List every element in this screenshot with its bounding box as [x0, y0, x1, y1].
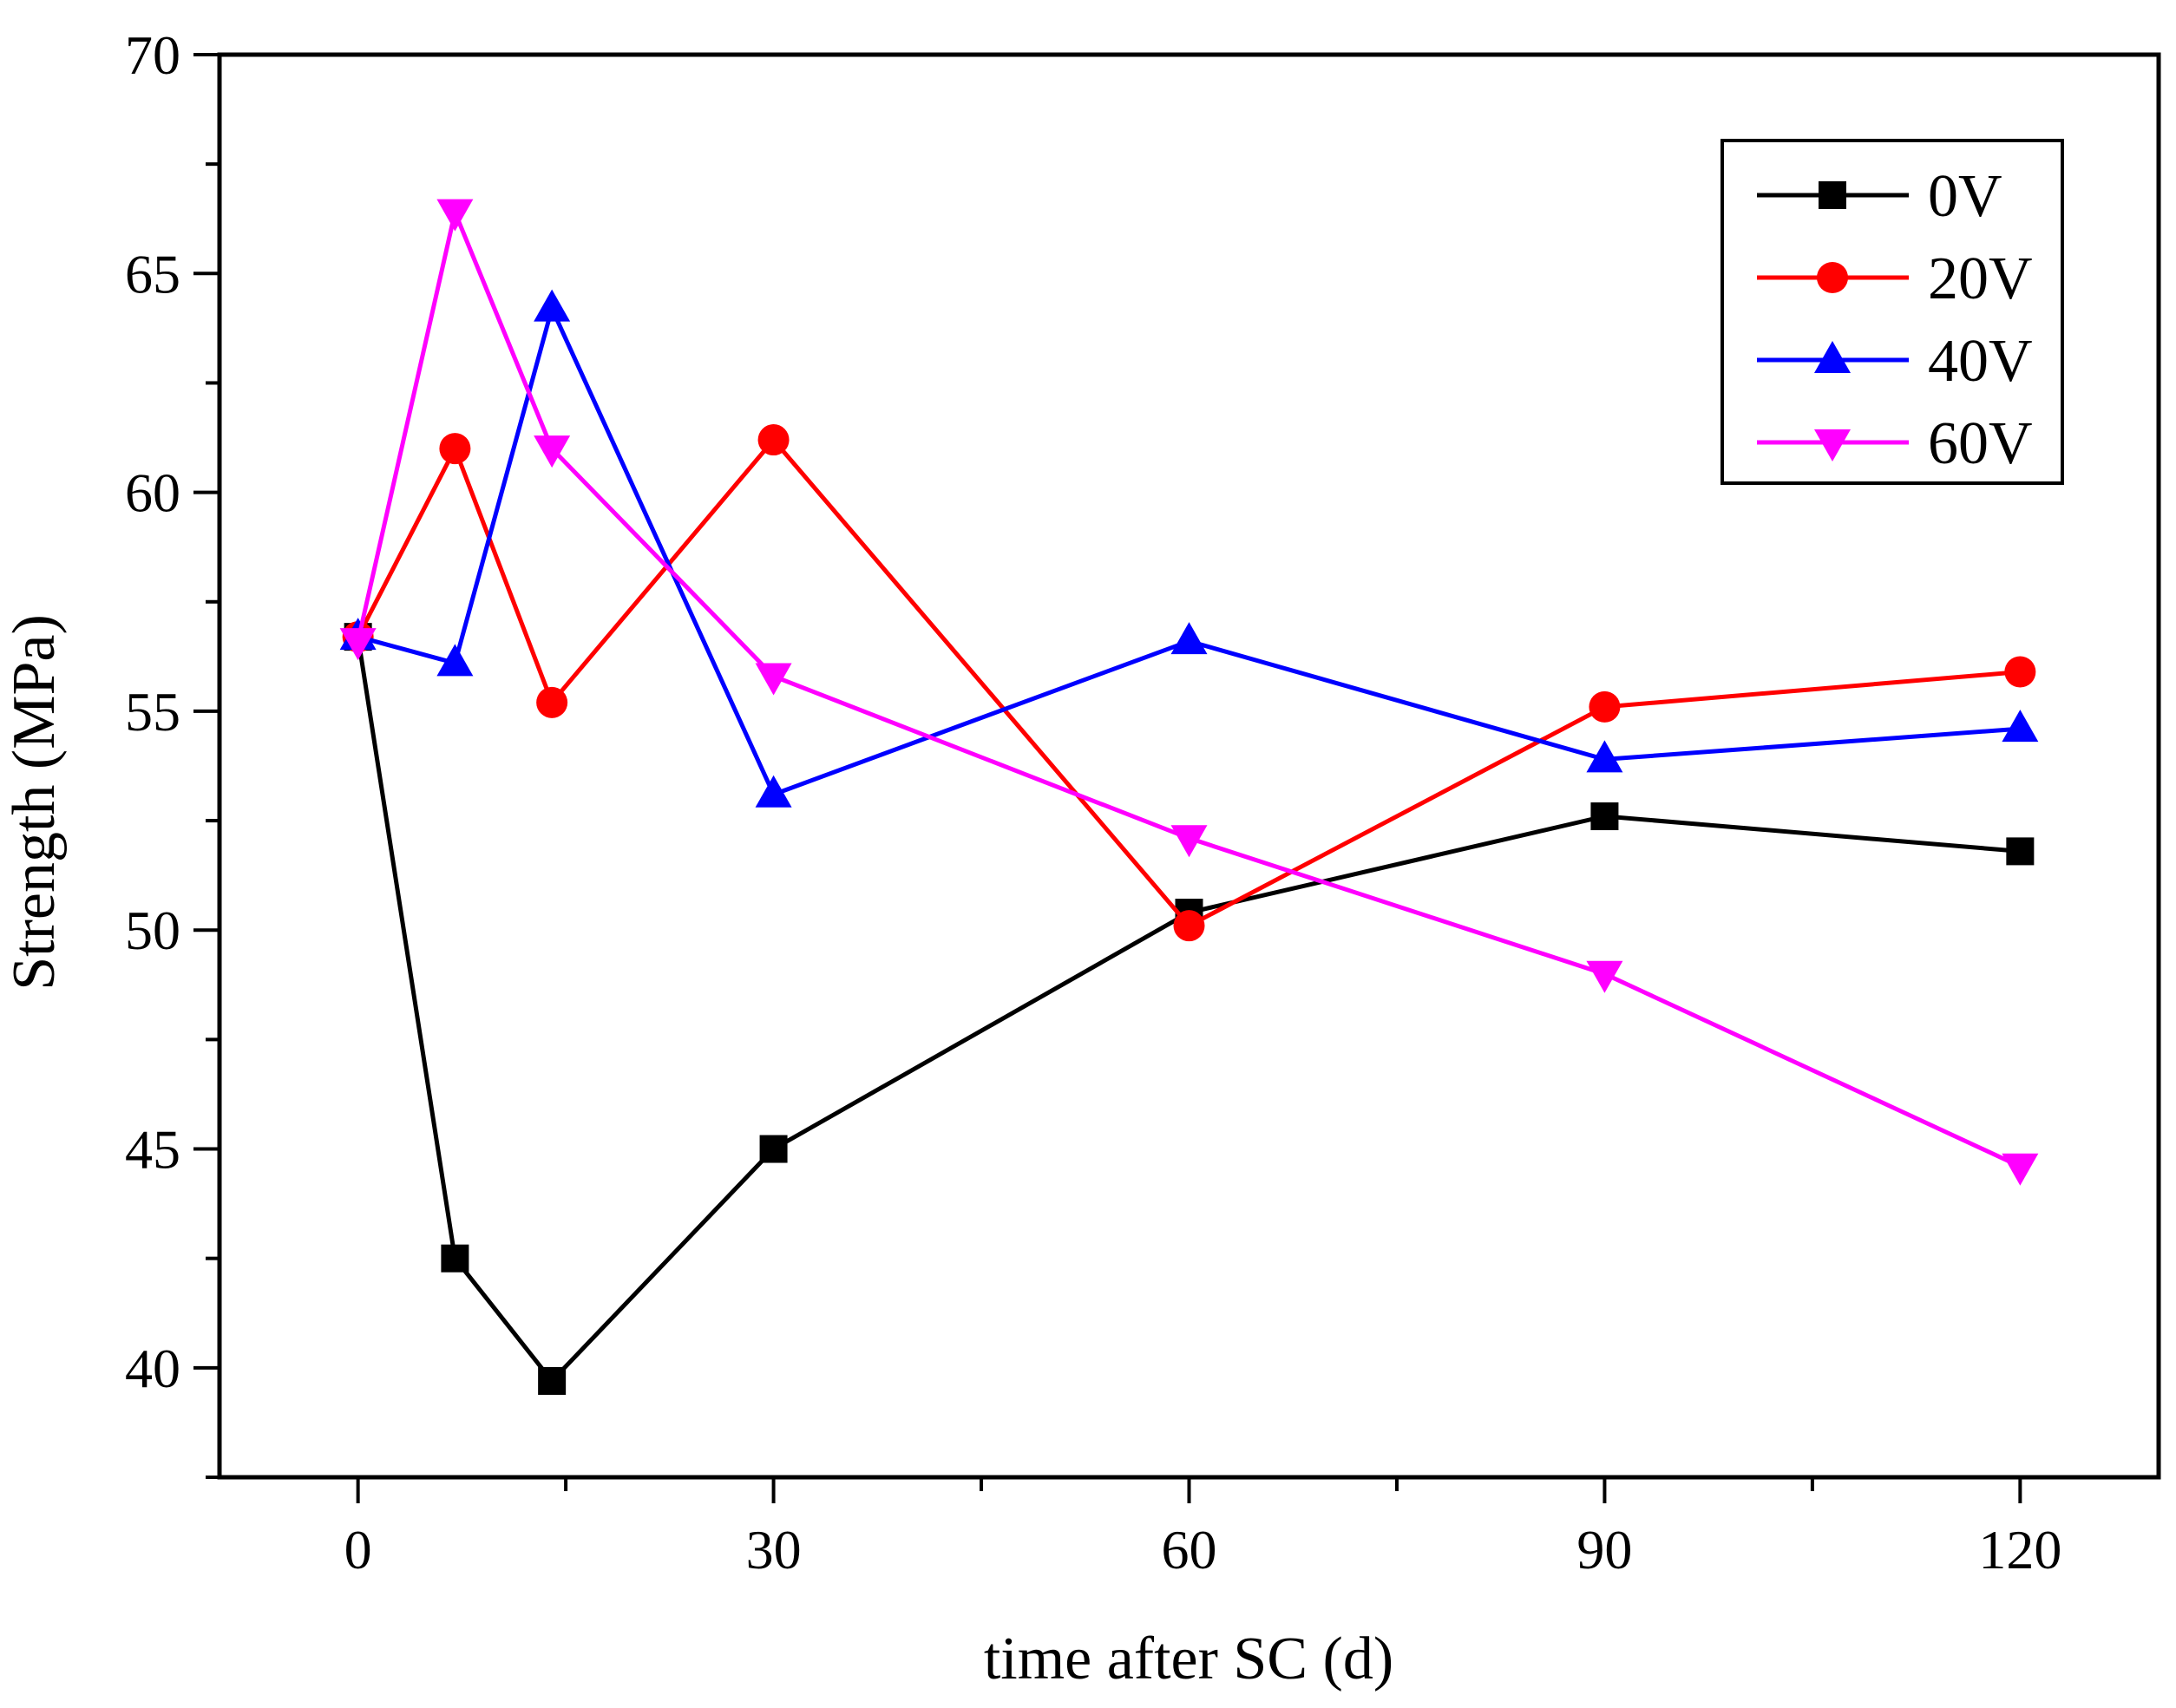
y-tick-label: 70 [125, 24, 180, 86]
data-point-20v [439, 433, 471, 465]
data-point-60v [534, 435, 571, 468]
y-tick-label: 40 [125, 1338, 180, 1399]
legend-entry-60v: 60V [1757, 410, 2033, 477]
x-tick-label: 0 [344, 1519, 372, 1580]
y-tick-label: 65 [125, 243, 180, 304]
data-point-60v [436, 199, 474, 232]
y-axis-ticks: 40 45 50 55 60 65 70 [125, 24, 220, 1479]
legend-label-20v: 20V [1928, 245, 2033, 312]
x-axis-ticks: 0 30 60 90 120 [344, 1477, 2061, 1580]
data-point-40v [436, 644, 474, 677]
legend-entry-20v: 20V [1757, 245, 2033, 312]
legend-marker-40v [1814, 341, 1851, 373]
legend-label-0v: 0V [1928, 163, 2002, 230]
y-tick-label: 45 [125, 1119, 180, 1181]
x-axis-title: time after SC (d) [984, 1626, 1393, 1692]
y-tick-label: 60 [125, 462, 180, 524]
data-point-60v [755, 663, 792, 696]
data-point-40v [755, 775, 792, 808]
legend-label-40v: 40V [1928, 328, 2033, 395]
data-point-0v [441, 1244, 469, 1273]
legend-marker-20v [1817, 262, 1848, 293]
y-axis-title: Strength (MPa) [1, 614, 68, 991]
legend-entry-0v: 0V [1757, 163, 2002, 230]
data-point-0v [538, 1366, 567, 1395]
series-layer [339, 199, 2039, 1395]
data-point-20v [536, 686, 568, 718]
legend: 0V 20V 40V 60V [1720, 139, 2064, 485]
legend-marker-0v [1819, 181, 1846, 209]
series-20v [342, 424, 2036, 942]
data-point-0v [2006, 837, 2035, 866]
data-point-0v [1590, 802, 1619, 831]
x-tick-label: 60 [1162, 1519, 1217, 1580]
x-tick-label: 90 [1576, 1519, 1632, 1580]
series-60v [339, 199, 2039, 1186]
legend-label-60v: 60V [1928, 410, 2033, 477]
data-point-20v [1589, 690, 1621, 723]
data-point-40v [1586, 740, 1623, 773]
legend-box [1720, 139, 2064, 485]
data-point-60v [1170, 825, 1208, 858]
data-point-60v [339, 628, 377, 661]
x-tick-label: 120 [1978, 1519, 2061, 1580]
y-tick-label: 50 [125, 900, 180, 961]
data-point-40v [1170, 622, 1208, 655]
legend-marker-60v [1814, 429, 1851, 461]
x-tick-label: 30 [746, 1519, 802, 1580]
data-point-60v [2002, 1153, 2039, 1186]
data-point-20v [757, 424, 790, 456]
legend-entry-40v: 40V [1757, 328, 2033, 395]
data-point-20v [1173, 910, 1205, 942]
data-point-60v [1586, 960, 1623, 993]
data-point-40v [2002, 710, 2039, 743]
data-point-20v [2004, 656, 2036, 688]
data-point-0v [759, 1135, 788, 1163]
data-point-40v [534, 289, 571, 322]
y-tick-label: 55 [125, 681, 180, 743]
series-0v [344, 623, 2035, 1395]
